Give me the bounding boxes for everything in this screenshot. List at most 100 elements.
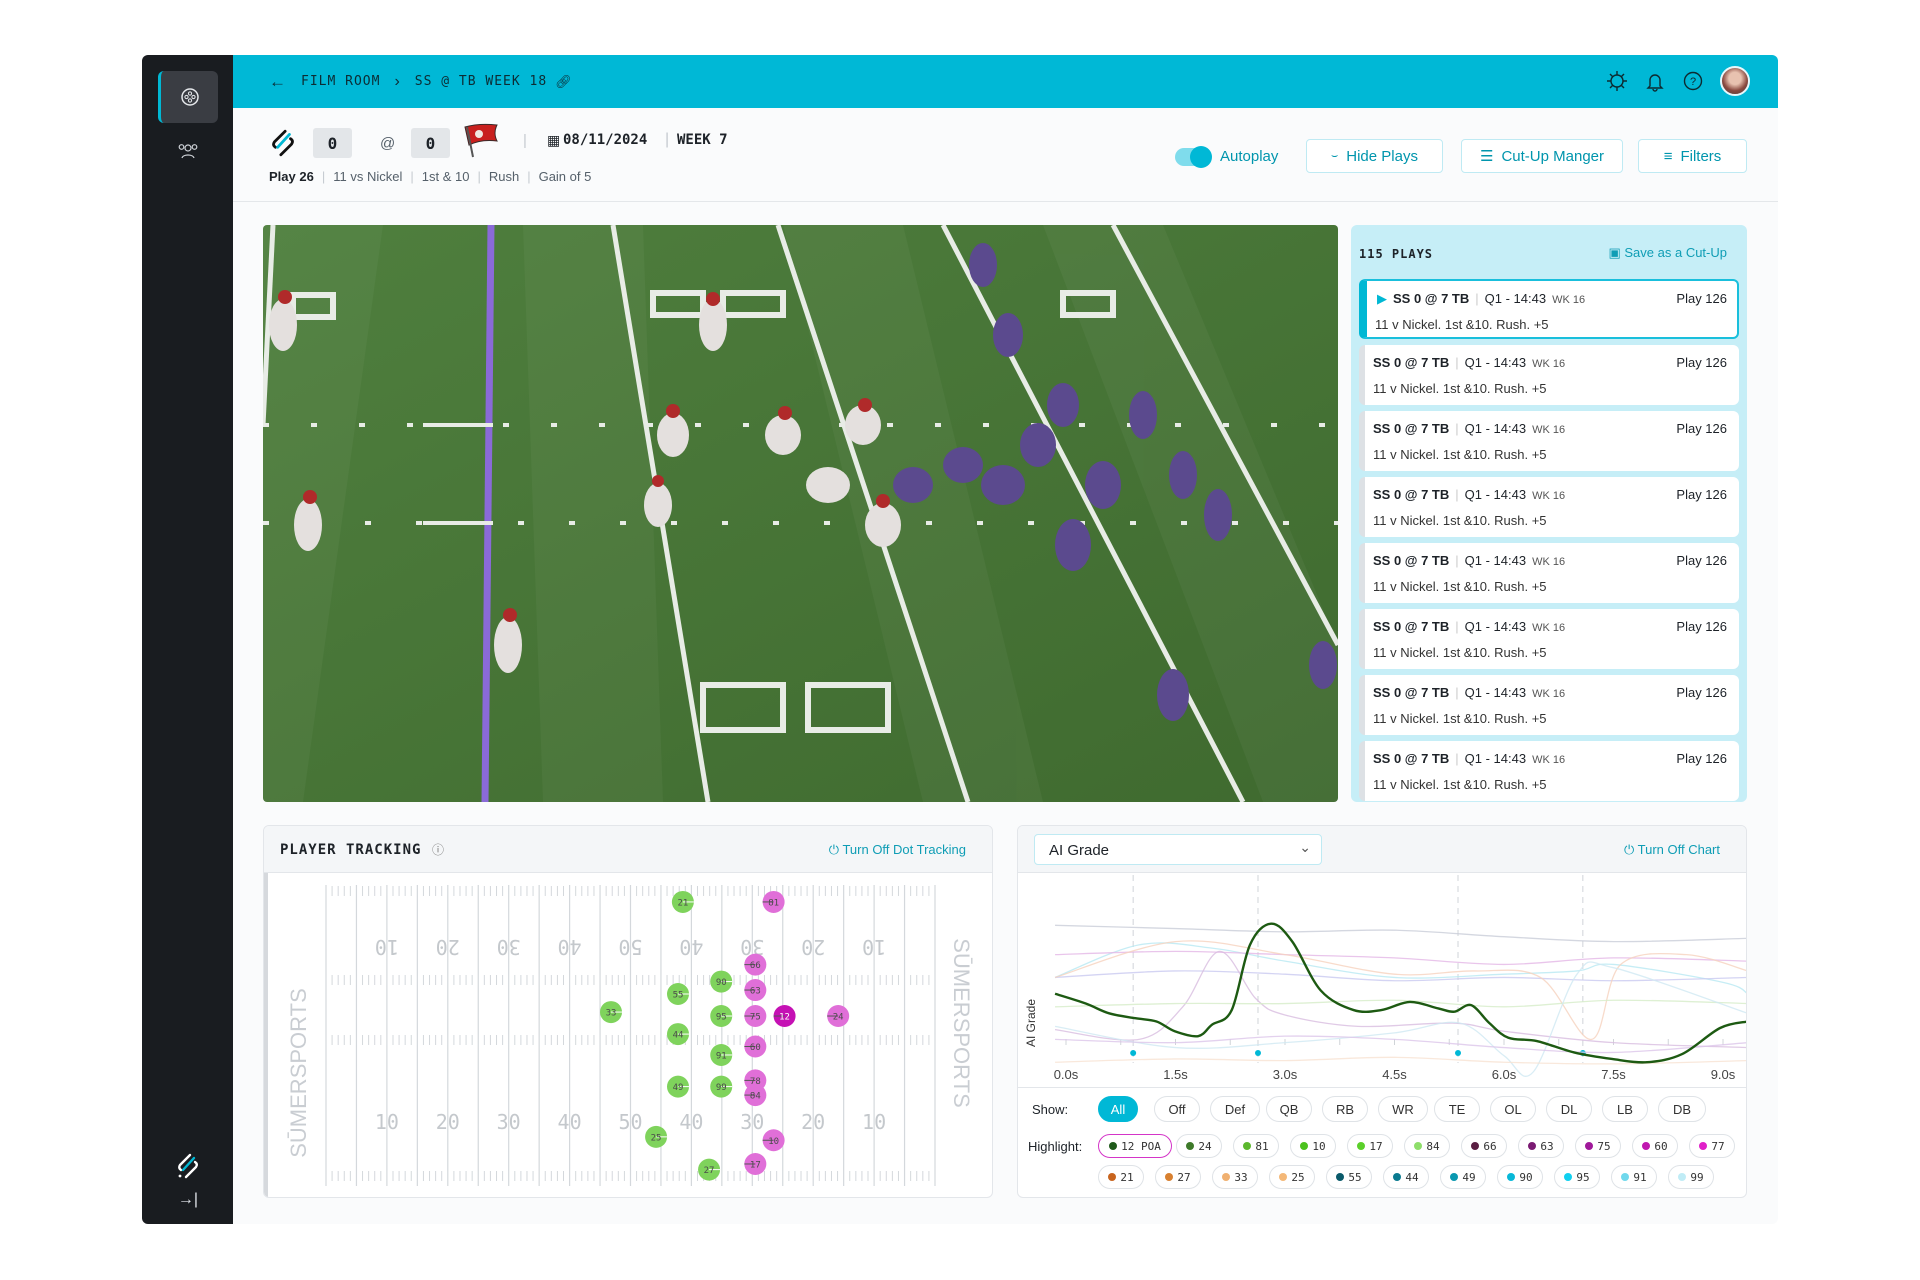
player-dot[interactable]: 99 <box>710 1075 733 1098</box>
breadcrumb-root[interactable]: FILM ROOM <box>301 74 381 89</box>
highlight-chip-label: 44 <box>1405 1170 1419 1184</box>
show-filter-all[interactable]: All <box>1098 1096 1138 1122</box>
player-dot[interactable]: 49 <box>667 1075 690 1098</box>
play-list-item[interactable]: ▶ SS 0 @ 7 TB | Q1 - 14:43 WK 16 Play 126 11 v… <box>1359 279 1739 339</box>
highlight-chip[interactable]: 49 <box>1440 1165 1486 1189</box>
gear-icon[interactable] <box>1606 70 1628 92</box>
player-dot[interactable]: 81 <box>762 890 785 913</box>
series-line[interactable] <box>1055 1056 1747 1065</box>
player-dot[interactable]: 12 <box>773 1005 796 1028</box>
play-list-item[interactable]: SS 0 @ 7 TB | Q1 - 14:43 WK 16 Play 126 11 v … <box>1359 345 1739 405</box>
highlight-chip[interactable]: 66 <box>1461 1134 1507 1158</box>
highlight-chip[interactable]: 81 <box>1233 1134 1279 1158</box>
metric-select[interactable]: AI Grade ⌄ <box>1034 834 1322 865</box>
sidebar-item-teams[interactable] <box>158 125 218 177</box>
event-marker-dot[interactable] <box>1130 1050 1137 1056</box>
highlight-chip[interactable]: 90 <box>1497 1165 1543 1189</box>
show-filter-def[interactable]: Def <box>1210 1096 1260 1122</box>
player-dot[interactable]: 55 <box>667 982 690 1005</box>
play-list-item[interactable]: SS 0 @ 7 TB | Q1 - 14:43 WK 16 Play 126 11 v … <box>1359 741 1739 801</box>
player-number: 91 <box>716 1051 727 1061</box>
help-icon[interactable]: ? <box>1682 70 1704 92</box>
show-filter-lb[interactable]: LB <box>1602 1096 1648 1122</box>
sumer-logo[interactable] <box>158 1140 218 1192</box>
series-line[interactable] <box>1055 924 1747 943</box>
play-list-item[interactable]: SS 0 @ 7 TB | Q1 - 14:43 WK 16 Play 126 11 v … <box>1359 411 1739 471</box>
highlight-chip[interactable]: 75 <box>1575 1134 1621 1158</box>
series-line[interactable] <box>1055 950 1747 966</box>
player-dot[interactable]: 95 <box>710 1005 733 1028</box>
video-player[interactable] <box>263 225 1338 802</box>
series-line[interactable] <box>1055 970 1747 982</box>
event-marker-dot[interactable] <box>1455 1050 1462 1056</box>
highlight-chip[interactable]: 60 <box>1632 1134 1678 1158</box>
player-dot[interactable]: 33 <box>600 1001 623 1024</box>
player-dot[interactable]: 24 <box>827 1005 850 1028</box>
show-filter-db[interactable]: DB <box>1658 1096 1706 1122</box>
hide-plays-button[interactable]: ⌣ Hide Plays <box>1306 139 1443 173</box>
highlight-chip[interactable]: 84 <box>1404 1134 1450 1158</box>
highlight-chip[interactable]: 12 POA <box>1098 1134 1172 1158</box>
series-line[interactable] <box>1054 961 1747 1077</box>
highlighted-series-line[interactable] <box>1054 922 1747 1064</box>
highlight-chip[interactable]: 91 <box>1611 1165 1657 1189</box>
highlight-chip[interactable]: 17 <box>1347 1134 1393 1158</box>
play-list-item-header: SS 0 @ 7 TB | Q1 - 14:43 WK 16 <box>1373 553 1565 568</box>
turn-off-chart-button[interactable]: ⏻ Turn Off Chart <box>1624 842 1720 858</box>
highlight-chip[interactable]: 63 <box>1518 1134 1564 1158</box>
highlight-chip[interactable]: 10 <box>1290 1134 1336 1158</box>
player-dot[interactable]: 27 <box>698 1158 721 1181</box>
series-line[interactable] <box>1054 950 1747 1049</box>
series-line[interactable] <box>1054 942 1747 994</box>
highlight-chip[interactable]: 77 <box>1689 1134 1735 1158</box>
show-filter-off[interactable]: Off <box>1154 1096 1200 1122</box>
player-dot[interactable]: 91 <box>710 1043 733 1066</box>
play-list-item[interactable]: SS 0 @ 7 TB | Q1 - 14:43 WK 16 Play 126 11 v … <box>1359 477 1739 537</box>
help-icon[interactable]: ⓘ <box>432 843 445 857</box>
series-line[interactable] <box>1055 1035 1747 1054</box>
save-cutup-button[interactable]: ▣ Save as a Cut-Up <box>1608 245 1727 261</box>
bell-icon[interactable] <box>1644 70 1666 92</box>
show-filter-dl[interactable]: DL <box>1546 1096 1592 1122</box>
highlight-chip[interactable]: 27 <box>1155 1165 1201 1189</box>
series-line[interactable] <box>1054 940 1747 1041</box>
highlight-chip[interactable]: 25 <box>1269 1165 1315 1189</box>
player-dot[interactable]: 44 <box>667 1023 690 1046</box>
highlight-chip[interactable]: 33 <box>1212 1165 1258 1189</box>
play-list-item[interactable]: SS 0 @ 7 TB | Q1 - 14:43 WK 16 Play 126 11 v … <box>1359 675 1739 735</box>
play-list-item[interactable]: SS 0 @ 7 TB | Q1 - 14:43 WK 16 Play 126 11 v … <box>1359 609 1739 669</box>
highlight-chip[interactable]: 21 <box>1098 1165 1144 1189</box>
show-filter-te[interactable]: TE <box>1434 1096 1480 1122</box>
link-icon[interactable]: 🔗︎ <box>555 73 573 89</box>
player-dot[interactable]: 10 <box>762 1129 785 1152</box>
show-filter-wr[interactable]: WR <box>1378 1096 1428 1122</box>
player-dot[interactable]: 63 <box>744 979 767 1002</box>
filters-button[interactable]: ≡ Filters <box>1638 139 1747 173</box>
highlight-chip[interactable]: 55 <box>1326 1165 1372 1189</box>
player-dot[interactable]: 21 <box>671 890 694 913</box>
show-filter-ol[interactable]: OL <box>1490 1096 1536 1122</box>
event-marker-dot[interactable] <box>1254 1050 1261 1056</box>
play-list-item[interactable]: SS 0 @ 7 TB | Q1 - 14:43 WK 16 Play 126 11 v … <box>1359 543 1739 603</box>
turn-off-dot-tracking-button[interactable]: ⏻ Turn Off Dot Tracking <box>829 842 966 858</box>
avatar[interactable] <box>1720 66 1750 96</box>
autoplay-toggle[interactable] <box>1175 146 1212 168</box>
series-line[interactable] <box>1055 999 1747 1008</box>
expand-sidebar-button[interactable]: →| <box>158 1182 218 1218</box>
cutup-manager-button[interactable]: ☰ Cut-Up Manger <box>1461 139 1623 173</box>
player-dot[interactable]: 90 <box>710 970 733 993</box>
player-dot[interactable]: 84 <box>744 1084 767 1107</box>
highlight-chip[interactable]: 95 <box>1554 1165 1600 1189</box>
player-dot[interactable]: 60 <box>744 1035 767 1058</box>
highlight-chip[interactable]: 99 <box>1668 1165 1714 1189</box>
sidebar-item-film-room[interactable] <box>158 71 218 123</box>
player-dot[interactable]: 25 <box>645 1125 668 1148</box>
highlight-chip[interactable]: 44 <box>1383 1165 1429 1189</box>
show-filter-rb[interactable]: RB <box>1322 1096 1368 1122</box>
player-dot[interactable]: 75 <box>744 1005 767 1028</box>
back-arrow-icon[interactable]: ← <box>269 71 287 91</box>
player-dot[interactable]: 66 <box>744 953 767 976</box>
player-dot[interactable]: 17 <box>744 1152 767 1175</box>
highlight-chip[interactable]: 24 <box>1176 1134 1222 1158</box>
show-filter-qb[interactable]: QB <box>1266 1096 1312 1122</box>
